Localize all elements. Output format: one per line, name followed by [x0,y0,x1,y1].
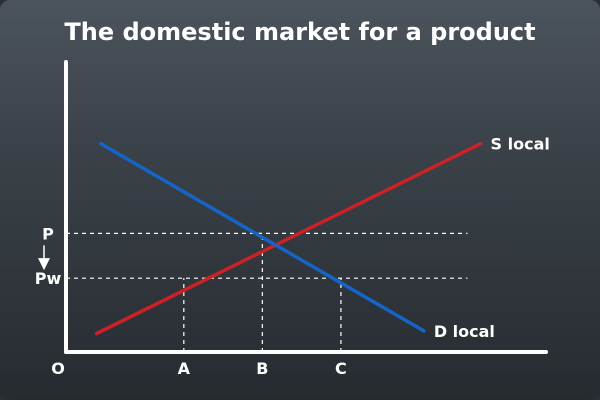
quantity-label-b: B [256,359,268,378]
s-local-label: S local [491,135,550,154]
series-lines [94,141,483,336]
s-local-line [94,141,483,336]
quantity-label-a: A [178,359,191,378]
price-label-pw: Pw [35,269,62,288]
chart-title: The domestic market for a product [64,18,535,46]
axis-labels: S local D local O P Pw A B C [35,135,550,378]
axes [64,60,548,354]
d-local-label: D local [434,322,495,341]
price-label-p: P [42,224,54,243]
d-local-line [99,141,426,333]
quantity-label-c: C [335,359,347,378]
origin-label: O [51,359,65,378]
